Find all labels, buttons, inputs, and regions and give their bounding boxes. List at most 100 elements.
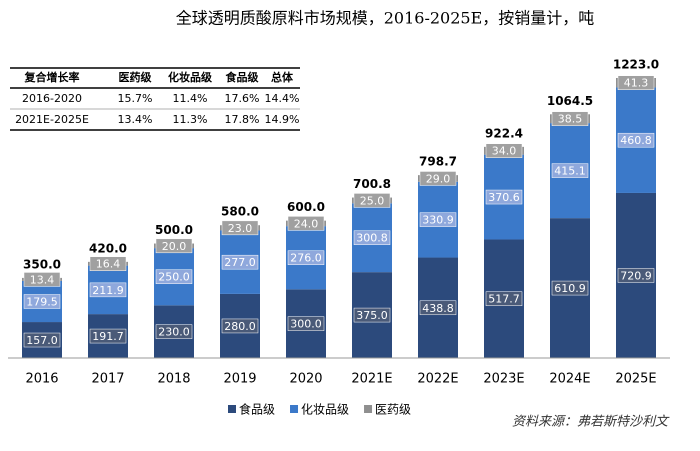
value-label: 20.0 — [162, 240, 187, 253]
value-label: 375.0 — [356, 309, 388, 322]
value-label: 24.0 — [294, 217, 319, 230]
value-label: 230.0 — [158, 326, 190, 339]
total-label: 798.7 — [419, 155, 457, 169]
value-label-box — [287, 250, 325, 265]
value-label-box — [287, 316, 325, 331]
total-label: 600.0 — [287, 200, 325, 214]
value-label: 370.6 — [488, 191, 520, 204]
table-cell: 11.4% — [173, 92, 208, 105]
x-tick-label: 2019 — [223, 372, 256, 387]
total-label: 500.0 — [155, 223, 193, 237]
value-label-box — [155, 269, 193, 284]
total-label: 1064.5 — [547, 94, 593, 108]
value-label: 25.0 — [360, 194, 385, 207]
x-tick-label: 2017 — [91, 372, 124, 387]
value-label: 38.5 — [558, 113, 583, 126]
value-label-box — [419, 212, 457, 227]
value-label-box — [551, 111, 589, 126]
value-label: 250.0 — [158, 271, 190, 284]
value-label: 300.0 — [290, 318, 322, 331]
value-label: 157.0 — [26, 334, 58, 347]
x-tick-label: 2025E — [615, 372, 656, 387]
value-label: 610.9 — [554, 282, 586, 295]
legend-swatch — [364, 405, 373, 413]
table-cell: 2021E-2025E — [15, 113, 89, 126]
value-label: 438.8 — [422, 302, 454, 315]
value-label: 415.1 — [554, 165, 586, 178]
value-label: 330.9 — [422, 214, 454, 227]
table-header: 总体 — [271, 70, 294, 84]
value-label-box — [353, 307, 391, 323]
value-label: 280.0 — [224, 320, 256, 333]
value-label: 41.3 — [624, 77, 649, 90]
value-label: 23.0 — [228, 222, 253, 235]
value-label: 13.4 — [30, 273, 55, 286]
value-label: 276.0 — [290, 252, 322, 265]
table-cell: 14.9% — [265, 113, 300, 126]
legend-label: 食品级 — [239, 402, 275, 417]
value-label: 179.5 — [26, 296, 58, 309]
value-label: 211.9 — [92, 284, 124, 297]
x-tick-label: 2021E — [351, 372, 392, 387]
value-label-box — [419, 300, 457, 316]
x-tick-label: 2020 — [289, 372, 322, 387]
value-label-box — [485, 143, 523, 158]
x-tick-label: 2023E — [483, 372, 524, 387]
value-label: 191.7 — [92, 330, 124, 343]
table-cell: 2016-2020 — [22, 92, 82, 105]
value-label-box — [551, 163, 589, 178]
value-label-box — [617, 268, 655, 283]
value-label-box — [287, 216, 325, 231]
value-label: 720.9 — [620, 269, 652, 282]
table-cell: 17.8% — [225, 113, 260, 126]
total-label: 420.0 — [89, 241, 127, 255]
chart-title: 全球透明质酸原料市场规模，2016-2025E，按销量计，吨 — [176, 9, 595, 28]
value-label-box — [23, 272, 61, 287]
value-label-box — [353, 230, 391, 245]
table-cell: 11.3% — [173, 113, 208, 126]
table-cell: 15.7% — [118, 92, 153, 105]
table-cell: 13.4% — [118, 113, 153, 126]
value-label: 16.4 — [96, 258, 121, 271]
value-label-box — [89, 328, 127, 344]
value-label-box — [617, 75, 655, 90]
legend-label: 医药级 — [375, 403, 411, 417]
value-label-box — [485, 291, 523, 306]
x-tick-label: 2016 — [25, 372, 58, 387]
value-label-box — [485, 189, 523, 205]
x-tick-label: 2018 — [157, 372, 190, 387]
value-label: 29.0 — [426, 172, 451, 185]
value-label: 517.7 — [488, 293, 520, 306]
source-note: 资料来源：弗若斯特沙利文 — [512, 414, 670, 430]
legend-label: 化妆品级 — [301, 403, 349, 417]
table-cell: 14.4% — [265, 92, 300, 105]
table-header: 化妆品级 — [168, 70, 213, 84]
total-label: 1223.0 — [613, 58, 659, 72]
value-label-box — [89, 256, 127, 271]
table-header: 医药级 — [119, 70, 153, 84]
value-label-box — [89, 282, 127, 298]
x-tick-label: 2024E — [549, 372, 590, 387]
value-label-box — [419, 171, 457, 186]
cagr-table — [10, 67, 300, 131]
table-cell: 17.6% — [225, 92, 260, 105]
legend-swatch — [290, 405, 299, 413]
value-label: 300.8 — [356, 232, 388, 245]
value-label-box — [23, 332, 61, 348]
value-label-box — [221, 220, 259, 236]
value-label-box — [221, 254, 259, 270]
value-label-box — [617, 132, 655, 148]
value-label: 34.0 — [492, 145, 517, 158]
total-label: 700.8 — [353, 177, 391, 191]
value-label: 277.0 — [224, 256, 256, 269]
value-label-box — [353, 193, 391, 208]
total-label: 580.0 — [221, 205, 259, 219]
value-label: 460.8 — [620, 134, 652, 147]
table-header: 食品级 — [226, 70, 260, 84]
value-label-box — [155, 238, 193, 254]
value-label-box — [551, 280, 589, 296]
value-label-box — [23, 294, 61, 309]
table-header: 复合增长率 — [24, 70, 80, 84]
value-label-box — [221, 318, 259, 334]
